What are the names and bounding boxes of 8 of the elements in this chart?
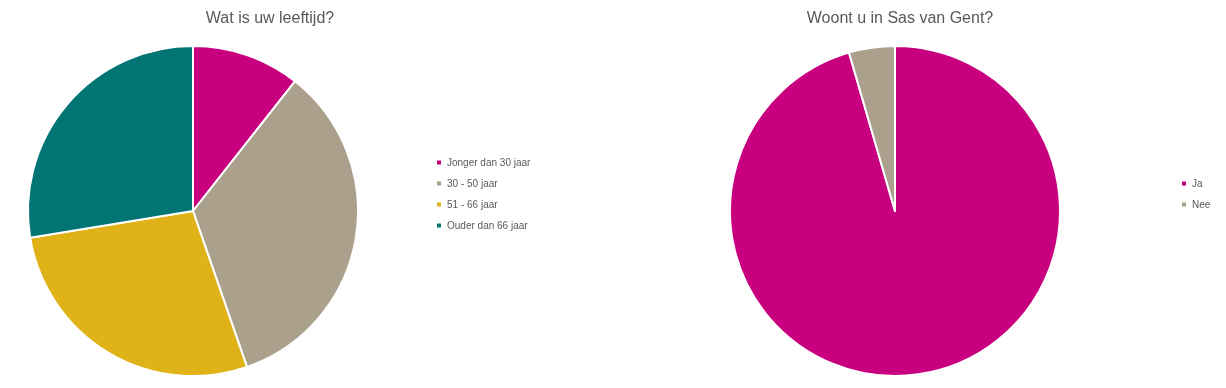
legend-label: Ouder dan 66 jaar: [447, 220, 529, 231]
legend-label: 30 - 50 jaar: [447, 178, 499, 189]
legend-label: Nee: [1192, 199, 1211, 210]
chart-title: Wat is uw leeftijd?: [205, 8, 335, 26]
legend-label: 51 - 66 jaar: [447, 199, 499, 210]
legend-label: Jonger dan 30 jaar: [447, 157, 532, 168]
legend-label: Ja: [1192, 178, 1203, 189]
chart-title: Woont u in Sas van Gent?: [806, 8, 994, 26]
